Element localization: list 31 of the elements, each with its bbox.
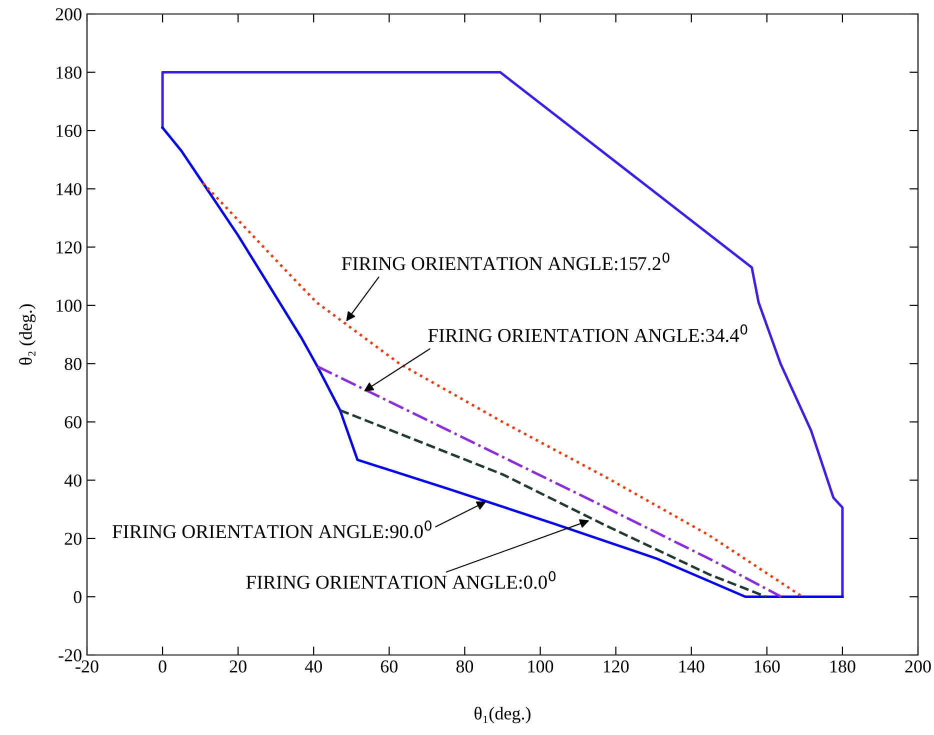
y-tick-label: 40: [64, 474, 82, 487]
x-tick-label: 180: [830, 660, 856, 673]
x-tick-label: -20: [76, 660, 98, 673]
x-axis-title: θ₁(deg.): [474, 706, 530, 724]
x-tick-label: 60: [380, 660, 398, 673]
x-tick-label: 40: [304, 660, 322, 673]
y-tick-label: 160: [56, 124, 82, 137]
x-tick-label: 160: [754, 660, 780, 673]
x-tick-label: 140: [679, 660, 704, 673]
annotation: FIRING ORIENTATION ANGLE:90.0$^{0}$: [112, 520, 432, 538]
x-tick-label: 20: [230, 660, 246, 673]
y-tick-label: 180: [56, 66, 82, 79]
x-tick-label: 200: [905, 660, 931, 673]
y-tick-label: -20: [58, 649, 82, 662]
annotation: FIRING ORIENTATION ANGLE:157.2$^{0}$: [342, 252, 670, 270]
y-tick-label: 200: [56, 8, 82, 20]
y-axis-title: θ₂ (deg.): [19, 304, 36, 365]
y-tick-label: 120: [56, 241, 82, 254]
y-tick-label: 0: [74, 590, 82, 604]
annotation: FIRING ORIENTATION ANGLE:34.4$^{0}$: [428, 324, 748, 342]
x-tick-label: 0: [158, 660, 166, 673]
annotation: FIRING ORIENTATION ANGLE:0.0$^{0}$: [246, 571, 556, 589]
x-tick-label: 120: [604, 660, 629, 673]
x-tick-label: 100: [528, 660, 554, 673]
y-tick-label: 60: [64, 416, 82, 428]
x-tick-label: 80: [456, 660, 474, 673]
y-tick-label: 140: [56, 183, 82, 196]
y-tick-label: 100: [56, 300, 82, 312]
line-series: [316, 365, 783, 598]
y-tick-label: 80: [64, 358, 82, 370]
y-tick-label: 20: [64, 532, 82, 545]
